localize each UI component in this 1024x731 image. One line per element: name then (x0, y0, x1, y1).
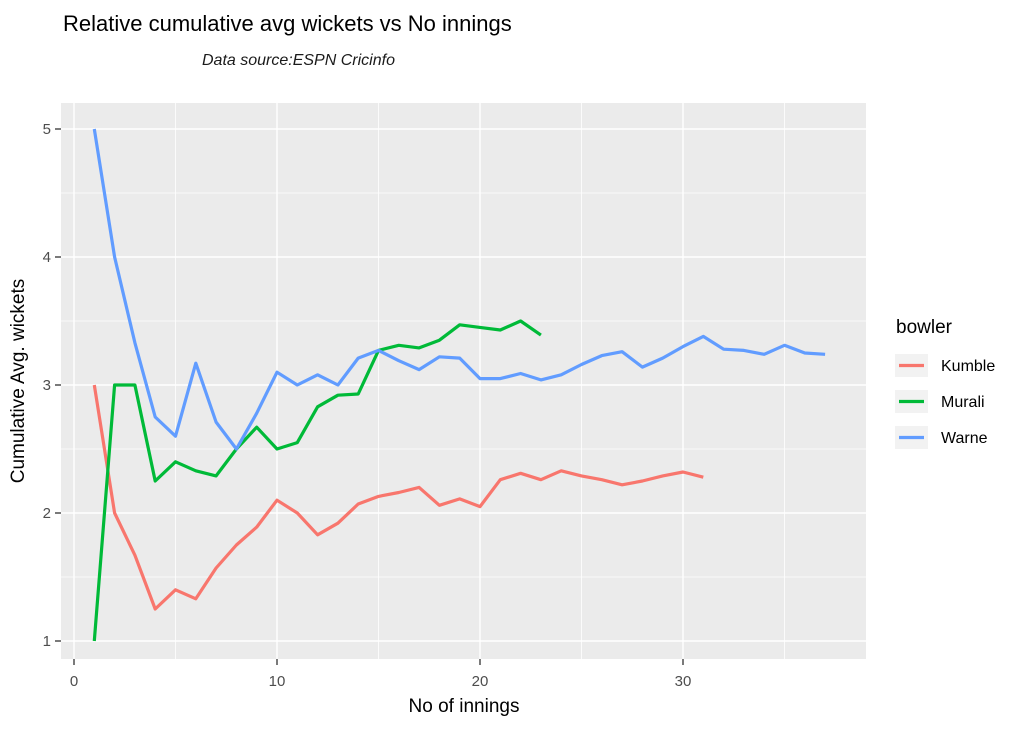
y-tick-label: 1 (43, 633, 51, 650)
legend-items: Kumble Murali Warne (895, 354, 995, 449)
legend-label-kumble: Kumble (941, 358, 995, 375)
gridlines-major (61, 103, 866, 659)
y-tick-label: 3 (43, 377, 51, 394)
series-line-kumble (92, 384, 704, 611)
legend-label-murali: Murali (941, 394, 985, 411)
plot-panel (61, 103, 866, 659)
axis-ticks (55, 128, 684, 665)
legend: bowler Kumble Murali Warne (895, 317, 995, 449)
x-tick-label: 10 (269, 673, 286, 690)
y-tick-label: 4 (43, 249, 51, 266)
series-line-warne (92, 128, 826, 451)
series-lines (92, 128, 826, 642)
x-tick-label: 30 (675, 673, 692, 690)
legend-title: bowler (896, 317, 953, 338)
x-tick-label: 20 (472, 673, 489, 690)
chart-subtitle: Data source:ESPN Cricinfo (202, 52, 395, 69)
axis-tick-labels: 0 10 20 30 1 2 3 4 5 (43, 121, 692, 690)
x-axis-title: No of innings (409, 696, 520, 717)
series-line-murali (92, 319, 542, 642)
legend-label-warne: Warne (941, 430, 988, 447)
chart-title: Relative cumulative avg wickets vs No in… (63, 11, 512, 36)
y-axis-title: Cumulative Avg. wickets (8, 279, 29, 484)
y-tick-label: 5 (43, 121, 51, 138)
y-tick-label: 2 (43, 505, 51, 522)
gridlines-minor (61, 103, 866, 659)
x-tick-label: 0 (70, 673, 78, 690)
